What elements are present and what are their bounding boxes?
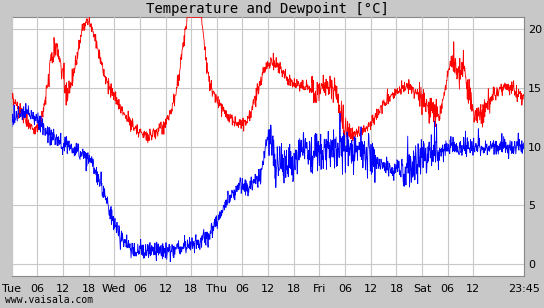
- Text: www.vaisala.com: www.vaisala.com: [5, 295, 94, 305]
- Title: Temperature and Dewpoint [°C]: Temperature and Dewpoint [°C]: [146, 2, 389, 16]
